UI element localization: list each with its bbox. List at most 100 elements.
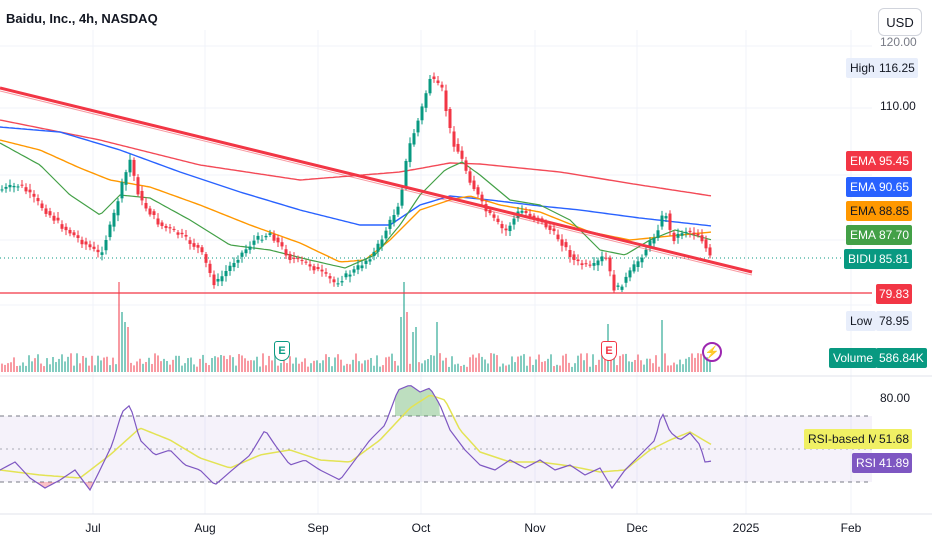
candle-body [704,239,708,249]
candle-body [112,212,116,227]
candle-body [336,283,340,285]
volume-bar [121,312,123,372]
candle-body [404,160,408,187]
candle-body [548,225,552,230]
candle-body [432,76,436,80]
ema-50-label: EMA [846,201,881,221]
volume-bar [256,356,258,372]
volume-bar [514,362,516,372]
volume-bar [688,357,690,372]
volume-bar [694,357,696,372]
candle-body [652,238,656,244]
volume-bar [583,360,585,372]
candle-body [80,239,84,245]
volume-bar [331,366,333,372]
candle-body [464,160,468,171]
volume-bar [343,365,345,372]
volume-bar [616,365,618,372]
volume-bar [469,357,471,372]
volume-bar [262,353,264,372]
volume-bar [250,360,252,372]
volume-bar [595,364,597,372]
candle-body [364,260,368,264]
volume-bar [328,357,330,372]
trendline[interactable] [0,86,753,276]
currency-button[interactable]: USD [878,8,922,36]
volume-bar [352,359,354,372]
time-tick: Feb [840,521,862,535]
volume-bar [505,365,507,372]
candle-body [576,259,580,262]
earnings-marker[interactable]: E [274,341,290,361]
volume-bar [706,357,708,372]
candle-body [460,150,464,159]
volume-bar [547,358,549,372]
volume-bar [55,362,57,372]
volume-bar [484,359,486,372]
price-tick-top: 120.00 [880,35,917,49]
volume-bar [532,364,534,372]
volume-bar [304,358,306,372]
candle-body [692,232,696,235]
candle-body [684,231,688,233]
volume-bar [127,327,129,372]
time-tick: Aug [194,521,216,535]
ema-100-value: 90.65 [876,177,913,197]
volume-bar [82,355,84,372]
candle-body [420,106,424,121]
volume-bar [271,360,273,372]
candle-body [632,264,636,272]
volume-bar [199,358,201,372]
candle-body [172,228,176,230]
volume-bar [265,365,267,372]
last-price-label: BIDU [844,249,881,269]
candle-body [400,189,404,206]
volume-bar [451,356,453,372]
volume-bar [622,354,624,372]
volume-bar [550,354,552,372]
candle-body [252,240,256,245]
lightning-icon[interactable]: ⚡ [702,342,722,362]
volume-bar [169,364,171,372]
volume-bar [313,360,315,372]
ema-200-label: EMA [846,151,881,171]
candle-body [200,247,204,253]
candle-body [660,215,664,227]
candle-body [412,133,416,145]
ema-200-value: 95.45 [876,151,913,171]
candle-body [620,286,624,290]
candle-body [144,202,148,209]
rsi-overbought-fill [395,385,440,416]
volume-bar [211,358,213,372]
candle-body [560,239,564,246]
volume-bar [415,327,417,372]
candle-body [316,267,320,270]
candle-body [696,233,700,236]
candle-body [276,237,280,243]
volume-bar [163,358,165,372]
volume-bar [175,355,177,372]
candle-body [324,272,328,274]
volume-bar [379,366,381,372]
volume-bar [115,364,117,372]
volume-bar [157,355,159,372]
volume-bar [376,355,378,372]
volume-bar [652,363,654,372]
volume-bar [598,359,600,372]
candle-body [388,219,392,229]
volume-bar [685,358,687,372]
candle-body [568,250,572,258]
volume-bar [295,357,297,372]
ema-20-line [0,142,712,269]
volume-bar [400,317,402,372]
volume-bar [286,363,288,372]
candle-body [668,213,672,230]
candle-body [448,109,452,129]
volume-bar [481,356,483,372]
volume-bar [229,355,231,372]
volume-bar [673,362,675,372]
volume-bar [49,364,51,372]
volume-bar [535,359,537,372]
earnings-marker[interactable]: E [601,341,617,361]
